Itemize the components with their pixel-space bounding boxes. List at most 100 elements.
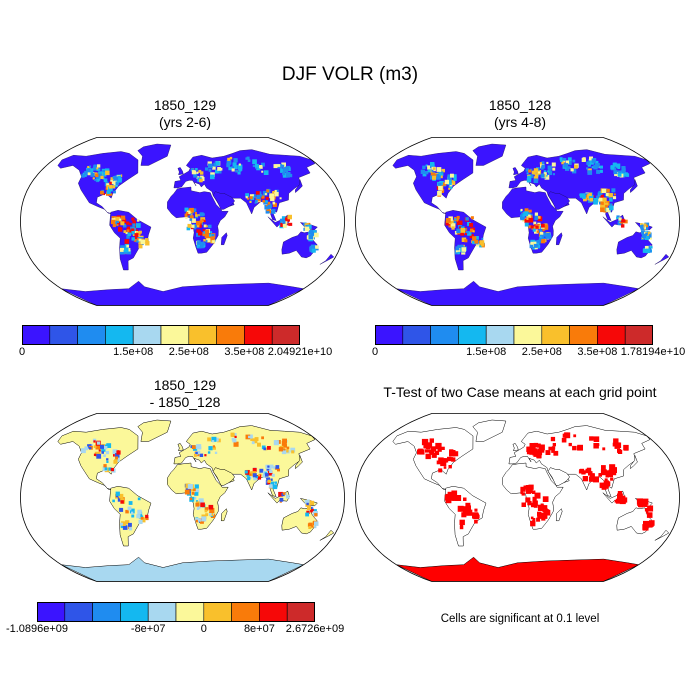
grid-cell <box>269 203 272 206</box>
grid-cell <box>138 519 143 524</box>
grid-cell <box>445 497 451 503</box>
colorbar2-swatch <box>430 325 459 345</box>
map-panel1 <box>20 137 345 306</box>
grid-cell <box>267 479 271 483</box>
grid-cell <box>568 442 572 447</box>
grid-cell <box>249 473 252 476</box>
grid-cell <box>144 238 149 242</box>
grid-cell <box>647 521 652 526</box>
grid-cell <box>527 501 532 506</box>
grid-cell <box>232 438 237 443</box>
grid-cell <box>126 244 129 248</box>
grid-cell <box>235 170 238 173</box>
grid-cell <box>603 483 609 489</box>
grid-cell <box>125 520 130 525</box>
grid-cell <box>572 169 577 174</box>
grid-cell <box>81 448 86 454</box>
grid-cell <box>262 474 266 478</box>
grid-cell <box>279 497 284 502</box>
grid-cell <box>212 446 216 450</box>
colorbar2-swatch <box>569 325 598 345</box>
grid-cell <box>527 175 532 180</box>
grid-cell <box>200 171 204 175</box>
land-madagascar <box>555 508 563 522</box>
colorbar-panel3: -1.0896e+09 -8e+07 0 8e+07 2.6726e+09 <box>6 602 344 642</box>
grid-cell <box>246 156 250 160</box>
grid-cell <box>282 172 286 176</box>
grid-cell <box>257 442 261 447</box>
grid-cell <box>623 444 629 451</box>
main-title: DJF VOLR (m3) <box>281 64 419 85</box>
grid-cell <box>475 514 480 519</box>
grid-cell <box>115 181 120 185</box>
grid-cell <box>195 490 198 493</box>
grid-cell <box>112 449 118 455</box>
grid-cell <box>440 189 444 193</box>
grid-cell <box>431 452 437 458</box>
grid-cell <box>121 218 127 223</box>
grid-cell <box>530 213 533 217</box>
grid-cell <box>458 220 463 225</box>
grid-cell <box>533 168 539 173</box>
grid-cell <box>120 246 124 249</box>
colorbar1-tick-label: 2.5e+08 <box>168 346 209 358</box>
land-japanUK <box>630 179 638 194</box>
grid-cell <box>548 168 552 172</box>
significance-note: Cells are significant at 0.1 level <box>440 613 600 625</box>
grid-cell <box>438 185 443 191</box>
grid-cell <box>587 164 590 167</box>
land-antarctica <box>396 556 640 582</box>
grid-cell <box>233 441 239 447</box>
grid-cell <box>208 224 212 229</box>
grid-cell <box>199 220 203 224</box>
colorbar3-swatch <box>259 602 288 622</box>
grid-cell <box>281 449 287 455</box>
land-uk <box>177 167 184 176</box>
grid-cell <box>598 194 601 197</box>
grid-cell <box>262 199 265 203</box>
grid-cell <box>474 508 478 512</box>
grid-cell <box>456 228 461 234</box>
grid-cell <box>282 223 287 228</box>
grid-cell <box>265 196 269 200</box>
grid-cell <box>106 458 109 461</box>
grid-cell <box>552 168 555 171</box>
colorbar-panel2: 0 1.5e+08 2.5e+08 3.5e+08 1.78194e+10 <box>372 325 685 365</box>
grid-cell <box>536 240 541 244</box>
grid-cell <box>479 244 483 248</box>
grid-cell <box>546 161 549 164</box>
grid-cell <box>263 447 267 451</box>
grid-cell <box>125 232 128 235</box>
grid-cell <box>96 167 99 170</box>
grid-cell <box>451 226 455 230</box>
grid-cell <box>596 195 600 199</box>
grid-cell <box>431 169 434 172</box>
grid-cell <box>474 519 478 524</box>
grid-cell <box>457 505 464 512</box>
grid-cell <box>530 241 534 245</box>
grid-cell <box>195 519 199 523</box>
grid-cell <box>290 447 296 453</box>
grid-cell <box>106 443 112 448</box>
grid-cell <box>310 508 314 513</box>
grid-cell <box>112 223 116 228</box>
grid-cell <box>258 474 261 477</box>
grid-cell <box>533 243 538 248</box>
grid-cell <box>110 219 116 225</box>
grid-cell <box>263 170 269 175</box>
grid-cell <box>112 176 116 179</box>
grid-cell <box>230 432 235 437</box>
grid-cell <box>195 451 198 455</box>
grid-cell <box>207 437 212 442</box>
grid-cell <box>201 516 207 522</box>
grid-cell <box>304 226 310 231</box>
grid-cell <box>184 213 189 218</box>
grid-cell <box>425 164 428 167</box>
grid-cell <box>198 169 202 173</box>
grid-cell <box>193 496 197 500</box>
grid-cell <box>98 449 101 452</box>
grid-cell <box>531 170 536 175</box>
grid-cell <box>92 177 95 180</box>
grid-cell <box>646 512 653 518</box>
grid-cell <box>261 162 265 167</box>
